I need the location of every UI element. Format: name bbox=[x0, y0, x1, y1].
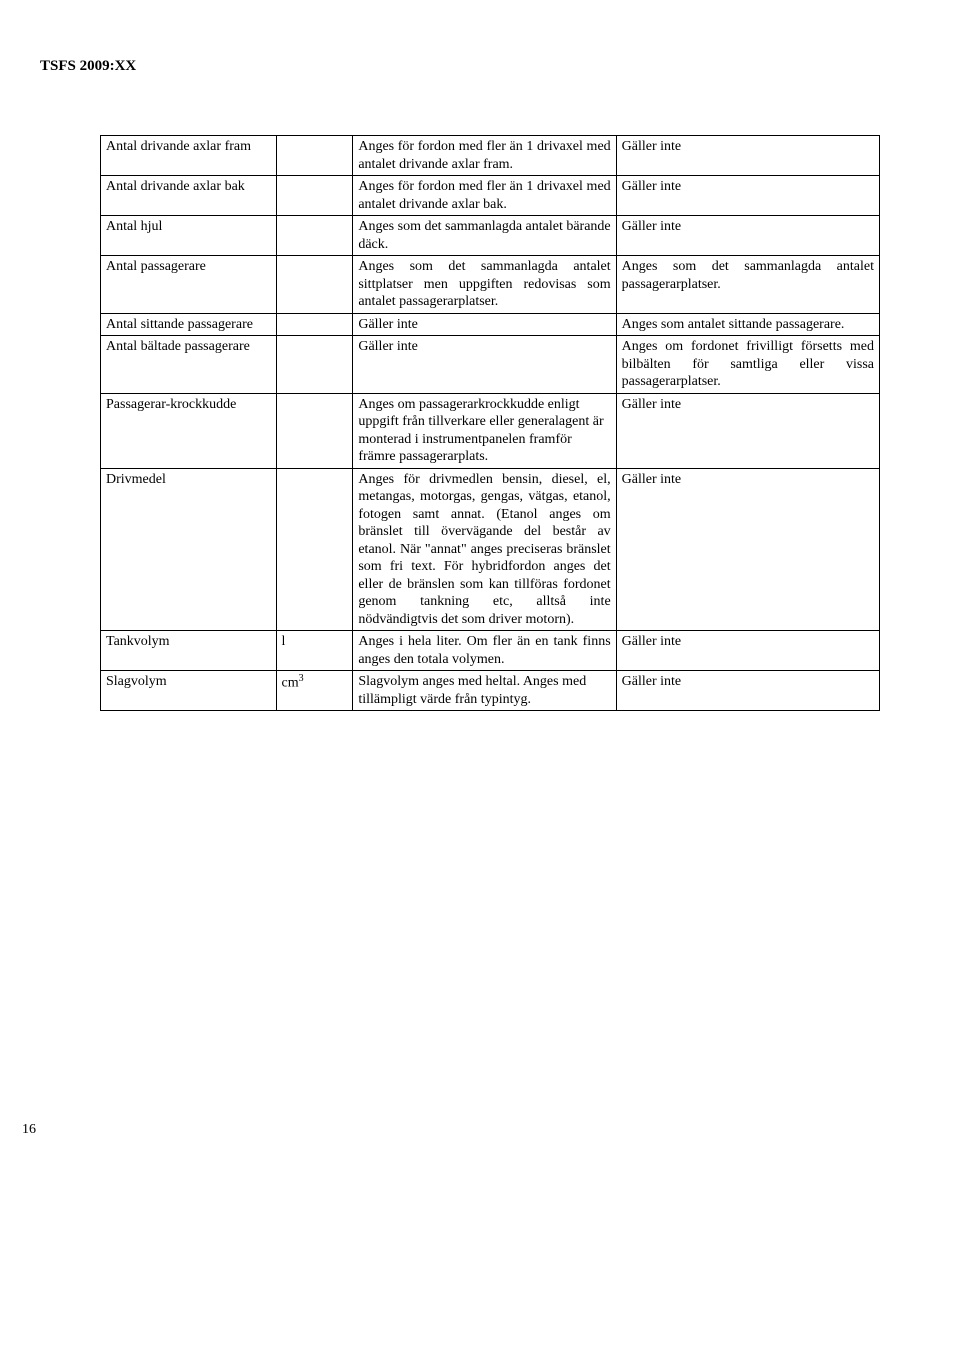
cell-desc-a: Anges för fordon med fler än 1 drivaxel … bbox=[353, 136, 616, 176]
table-row: Antal bältade passagerare Gäller inteAnge… bbox=[101, 336, 880, 394]
cell-label: Antal sittande passagerare bbox=[101, 313, 277, 336]
cell-unit bbox=[276, 336, 353, 394]
cell-desc-a: Anges om passagerarkrockkudde enligt upp… bbox=[353, 393, 616, 468]
cell-label: Antal hjul bbox=[101, 216, 277, 256]
cell-unit: cm3 bbox=[276, 671, 353, 711]
table-row: Antal hjul Anges som det sammanlagda anta… bbox=[101, 216, 880, 256]
cell-desc-a: Anges som det sammanlagda antalet bärand… bbox=[353, 216, 616, 256]
document-header: TSFS 2009:XX bbox=[40, 58, 920, 75]
table-row: Drivmedel Anges för drivmedlen bensin, di… bbox=[101, 468, 880, 631]
cell-desc-a: Anges i hela liter. Om fler än en tank f… bbox=[353, 631, 616, 671]
cell-desc-a: Slagvolym anges med heltal. Anges med ti… bbox=[353, 671, 616, 711]
cell-unit: l bbox=[276, 631, 353, 671]
cell-desc-a: Gäller inte bbox=[353, 313, 616, 336]
cell-desc-a: Anges för drivmedlen bensin, diesel, el,… bbox=[353, 468, 616, 631]
cell-desc-b: Anges om fordonet frivilligt försetts me… bbox=[616, 336, 879, 394]
cell-label: Antal drivande axlar bak bbox=[101, 176, 277, 216]
cell-desc-a: Anges som det sammanlagda antalet sittpl… bbox=[353, 256, 616, 314]
cell-desc-b: Gäller inte bbox=[616, 671, 879, 711]
table-row: TankvolymlAnges i hela liter. Om fler än… bbox=[101, 631, 880, 671]
page-number: 16 bbox=[22, 1122, 36, 1138]
cell-label: Drivmedel bbox=[101, 468, 277, 631]
cell-desc-b: Gäller inte bbox=[616, 216, 879, 256]
cell-unit bbox=[276, 176, 353, 216]
cell-desc-a: Anges för fordon med fler än 1 drivaxel … bbox=[353, 176, 616, 216]
table-row: Antal drivande axlar fram Anges för fordo… bbox=[101, 136, 880, 176]
cell-unit bbox=[276, 136, 353, 176]
table-row: Antal passagerare Anges som det sammanlag… bbox=[101, 256, 880, 314]
data-table: Antal drivande axlar fram Anges för fordo… bbox=[100, 135, 880, 711]
cell-desc-b: Gäller inte bbox=[616, 136, 879, 176]
table-row: Antal drivande axlar bak Anges för fordon… bbox=[101, 176, 880, 216]
table-row: Passagerar-krockkudde Anges om passagerar… bbox=[101, 393, 880, 468]
cell-label: Antal drivande axlar fram bbox=[101, 136, 277, 176]
cell-desc-b: Gäller inte bbox=[616, 176, 879, 216]
cell-label: Passagerar-krockkudde bbox=[101, 393, 277, 468]
cell-desc-b: Anges som antalet sittande passagerare. bbox=[616, 313, 879, 336]
cell-label: Slagvolym bbox=[101, 671, 277, 711]
cell-desc-b: Anges som det sammanlagda antalet passag… bbox=[616, 256, 879, 314]
cell-unit bbox=[276, 256, 353, 314]
cell-label: Antal passagerare bbox=[101, 256, 277, 314]
cell-desc-b: Gäller inte bbox=[616, 631, 879, 671]
cell-label: Tankvolym bbox=[101, 631, 277, 671]
cell-unit bbox=[276, 393, 353, 468]
cell-desc-a: Gäller inte bbox=[353, 336, 616, 394]
cell-label: Antal bältade passagerare bbox=[101, 336, 277, 394]
cell-unit bbox=[276, 468, 353, 631]
cell-desc-b: Gäller inte bbox=[616, 468, 879, 631]
table-row: Antal sittande passagerare Gäller inteAng… bbox=[101, 313, 880, 336]
table-container: Antal drivande axlar fram Anges för fordo… bbox=[100, 135, 880, 711]
cell-unit bbox=[276, 216, 353, 256]
cell-unit bbox=[276, 313, 353, 336]
table-row: Slagvolymcm3Slagvolym anges med heltal. … bbox=[101, 671, 880, 711]
cell-desc-b: Gäller inte bbox=[616, 393, 879, 468]
